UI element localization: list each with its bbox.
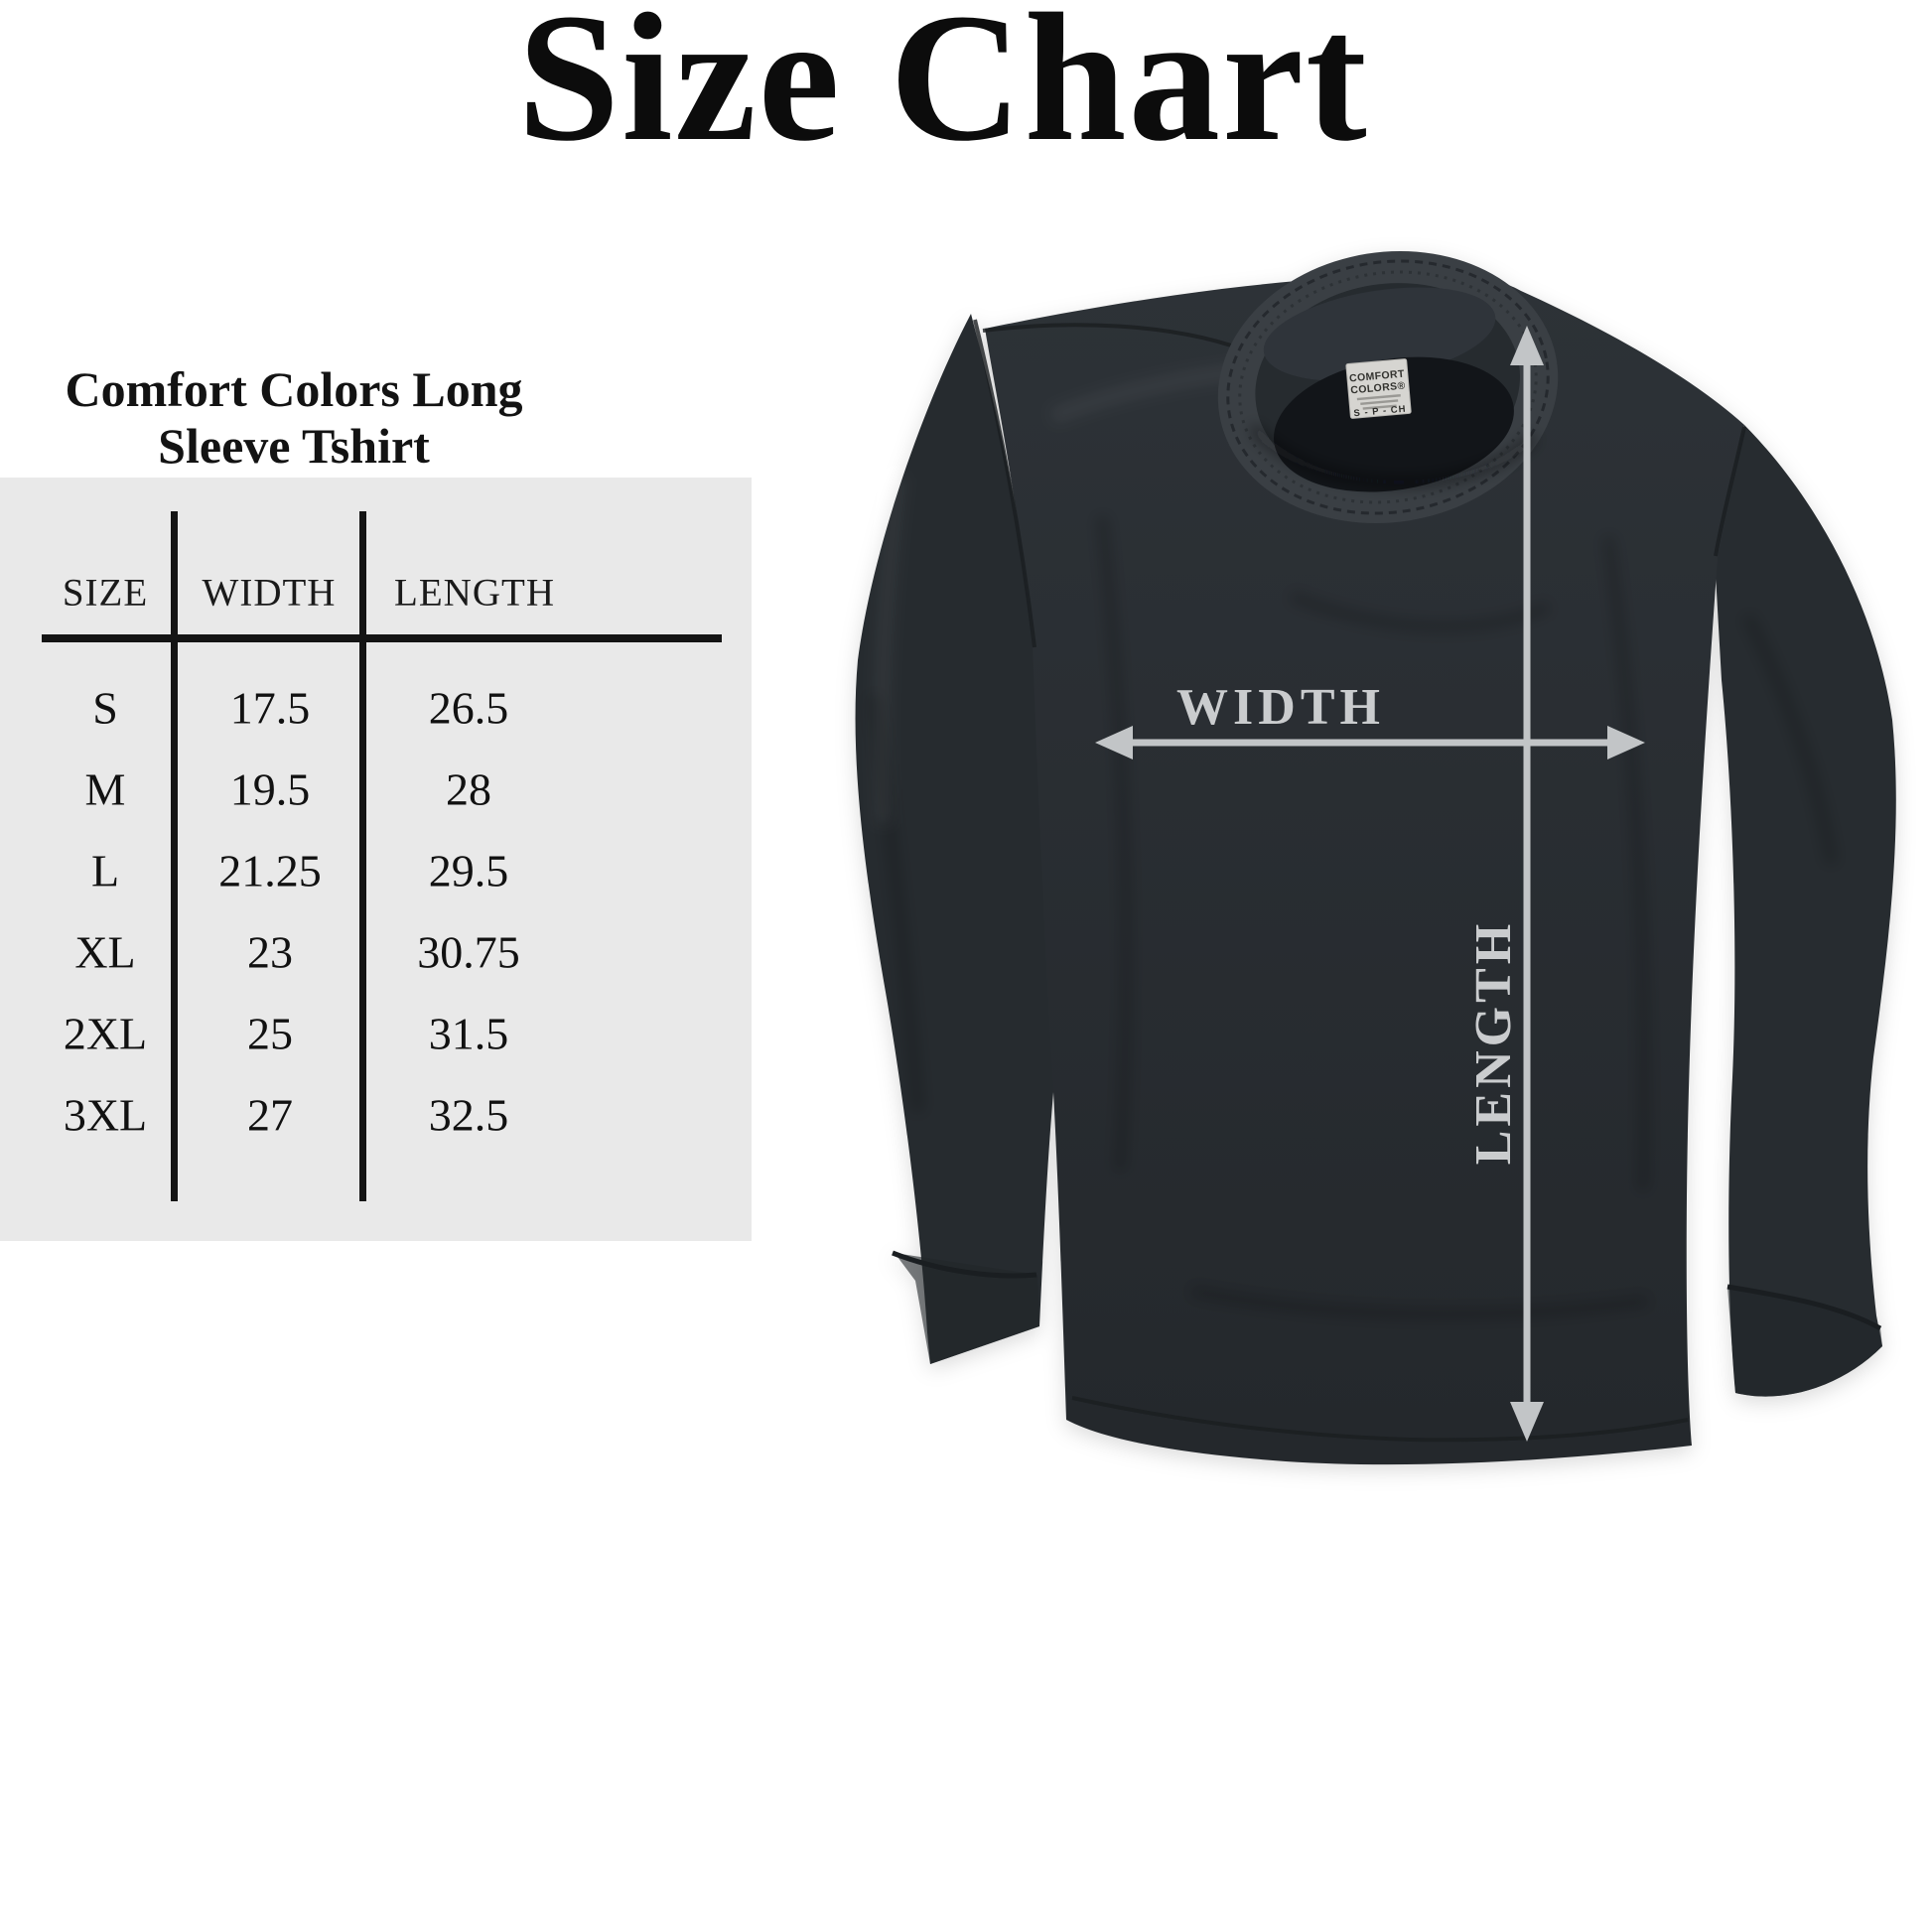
cell-width: 23 (247, 926, 293, 978)
cell-width: 17.5 (229, 682, 311, 734)
table-column-divider (171, 511, 178, 1201)
column-header-size: SIZE (62, 571, 149, 615)
table-rows: S 17.5 26.5 M 19.5 28 L 21.25 29.5 XL 23 30.75 2XL 25… (0, 667, 752, 1156)
cell-size: 3XL (63, 1089, 148, 1141)
cell-length: 30.75 (417, 926, 520, 978)
cell-length: 28 (446, 763, 491, 815)
table-row: M 19.5 28 (0, 749, 752, 830)
table-row: 3XL 27 32.5 (0, 1074, 752, 1156)
neck-label: COMFORT COLORS® S - P - CH (1345, 358, 1412, 420)
table-row: XL 23 30.75 (0, 911, 752, 993)
page-title: Size Chart (517, 0, 1369, 180)
cell-size: L (90, 845, 120, 897)
shirt-seams (973, 319, 1746, 1443)
collar-back-band (1263, 287, 1496, 381)
neck-label-brand-line2: COLORS® (1350, 380, 1406, 397)
neck-label-size-line: S - P - CH (1353, 404, 1407, 420)
table-row: S 17.5 26.5 (0, 667, 752, 749)
table-subtitle-line1: Comfort Colors Long (65, 361, 523, 417)
cell-length: 26.5 (428, 682, 509, 734)
column-header-width: WIDTH (202, 571, 337, 615)
shirt-photo: COMFORT COLORS® S - P - CH (855, 251, 1896, 1465)
table-column-divider (359, 511, 366, 1201)
neck-label-brand-line1: COMFORT (1349, 368, 1406, 385)
width-measure-label: WIDTH (1176, 679, 1385, 736)
shirt-body (985, 275, 1744, 1465)
cell-width: 27 (247, 1089, 293, 1141)
shirt-figure: COMFORT COLORS® S - P - CH WIDTH LENGTH (855, 251, 1896, 1465)
sleeve-cuffs (892, 1250, 1882, 1397)
cell-length: 31.5 (428, 1008, 509, 1059)
column-header-length: LENGTH (394, 571, 555, 615)
table-subtitle-line2: Sleeve Tshirt (158, 418, 430, 474)
length-arrow (1510, 326, 1544, 1442)
cell-size: XL (74, 926, 136, 978)
table-subtitle: Comfort Colors Long Sleeve Tshirt (0, 361, 588, 475)
cell-length: 32.5 (428, 1089, 509, 1141)
size-table-panel (0, 478, 752, 1241)
collar-under-shadow (1249, 424, 1538, 487)
cell-width: 21.25 (218, 845, 322, 897)
width-arrow (1095, 726, 1645, 759)
table-row: L 21.25 29.5 (0, 830, 752, 911)
cell-width: 19.5 (229, 763, 311, 815)
cell-size: 2XL (63, 1008, 148, 1059)
shirt-left-sleeve (855, 314, 1056, 1364)
shirt-right-sleeve (1715, 425, 1896, 1397)
cell-length: 29.5 (428, 845, 509, 897)
cell-size: M (84, 763, 126, 815)
cell-size: S (92, 682, 118, 734)
collar-inner-shadow (1274, 356, 1514, 492)
length-measure-label: LENGTH (1465, 920, 1522, 1166)
cell-width: 25 (247, 1008, 293, 1059)
measure-annotations: WIDTH LENGTH (1095, 326, 1645, 1442)
table-header-underline (42, 634, 722, 642)
neck-label-fine-print-lines (1356, 394, 1401, 410)
table-row: 2XL 25 31.5 (0, 993, 752, 1074)
